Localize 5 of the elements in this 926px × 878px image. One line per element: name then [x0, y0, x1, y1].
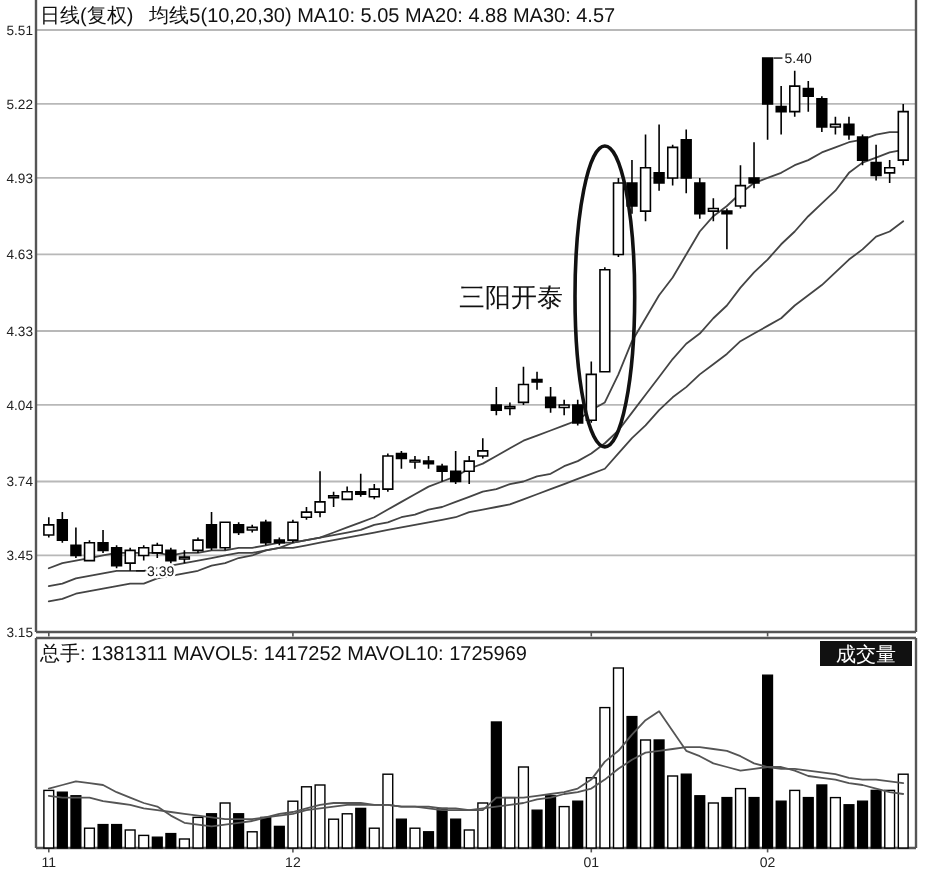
chart-title: 总手: 1381311 MAVOL5: 1417252 MAVOL10: 1725969 — [38, 642, 528, 666]
chart-subtitle: 均线5(10,20,30) MA10: 5.05 MA20: 4.88 MA30: 4.57 — [147, 4, 617, 28]
annotation: 三阳开泰 — [459, 282, 564, 313]
text: 成交量 — [836, 643, 896, 668]
chart-title: 日线(复权) — [40, 4, 134, 28]
